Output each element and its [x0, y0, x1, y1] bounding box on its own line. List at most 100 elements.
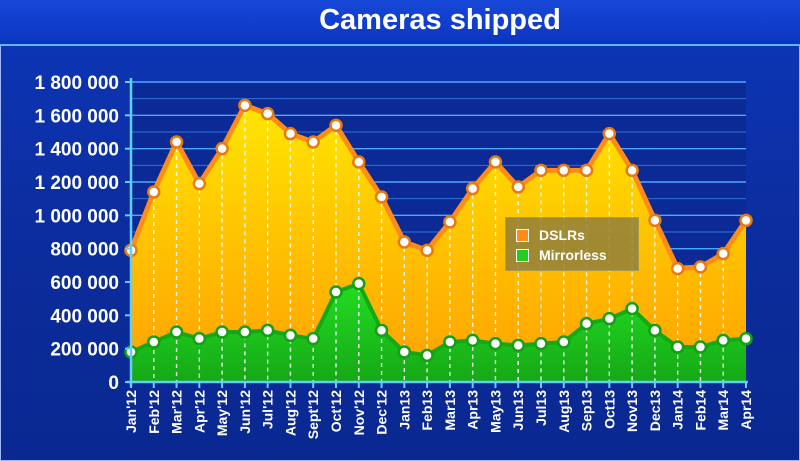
point-mirrorless: [557, 335, 571, 349]
point-mirrorless: [215, 325, 229, 339]
x-tick-label: Jul'12: [260, 390, 276, 429]
y-tick-label: 1 200 000: [34, 173, 119, 194]
point-dslrs: [147, 185, 161, 199]
point-dslrs: [739, 213, 753, 228]
point-mirrorless: [192, 331, 207, 346]
area-dslrs: [131, 105, 746, 382]
x-tick-label: Jan14: [670, 390, 686, 430]
x-tick-label: Feb13: [419, 390, 435, 431]
x-tick-label: Sept'12: [305, 390, 321, 439]
x-tick-label: Nov'12: [351, 390, 367, 436]
x-tick-label: Apr14: [738, 390, 754, 430]
point-dslrs: [397, 235, 412, 249]
x-tick-label: Jun13: [510, 390, 526, 431]
point-dslrs: [352, 155, 366, 169]
point-dslrs: [534, 163, 548, 178]
point-dslrs: [443, 215, 457, 229]
point-mirrorless: [670, 340, 685, 354]
point-mirrorless: [602, 311, 617, 326]
point-dslrs: [716, 246, 730, 261]
point-mirrorless: [625, 301, 639, 316]
point-dslrs: [488, 155, 503, 169]
y-tick-label: 600 000: [50, 273, 119, 294]
point-mirrorless: [352, 276, 366, 291]
point-mirrorless: [739, 331, 753, 346]
point-mirrorless: [648, 323, 662, 338]
x-tick-label: Mar13: [442, 390, 458, 431]
x-tick-label: Feb14: [692, 390, 708, 431]
x-tick-label: Feb'12: [146, 390, 162, 434]
point-mirrorless: [579, 316, 594, 331]
point-dslrs: [557, 163, 571, 178]
point-mirrorless: [465, 333, 480, 348]
point-mirrorless: [374, 323, 389, 338]
series-line-mirrorless: [130, 281, 747, 358]
x-tick-label: Sep13: [579, 390, 595, 431]
point-mirrorless: [238, 325, 252, 339]
point-mirrorless: [283, 328, 298, 343]
chart-title: Cameras shipped: [319, 4, 561, 36]
point-dslrs: [306, 135, 320, 149]
legend-item-mirrorless: Mirrorless: [516, 245, 607, 265]
point-dslrs: [602, 126, 617, 141]
point-mirrorless: [488, 336, 503, 351]
y-tick-label: 1 800 000: [34, 73, 119, 94]
point-dslrs: [374, 190, 389, 204]
point-mirrorless: [420, 348, 434, 363]
point-dslrs: [420, 243, 434, 258]
title-bar: [0, 0, 800, 46]
point-mirrorless: [693, 340, 708, 354]
point-dslrs: [215, 141, 229, 156]
x-tick-label: Oct'12: [328, 390, 344, 432]
point-dslrs: [511, 180, 525, 194]
y-tick-label: 400 000: [50, 306, 119, 327]
x-tick-label: Aug'12: [282, 390, 298, 436]
x-tick-label: May13: [487, 390, 503, 433]
x-tick-label: Oct13: [601, 390, 617, 429]
point-mirrorless: [716, 333, 730, 348]
x-tick-label: Jul13: [533, 390, 549, 426]
x-tick-label: Apr'12: [191, 390, 207, 433]
legend-label-mirrorless: Mirrorless: [539, 247, 607, 263]
x-tick-label: Jan'12: [123, 390, 139, 433]
point-dslrs: [260, 106, 275, 121]
y-tick-label: 800 000: [50, 240, 119, 261]
y-tick-label: 200 000: [50, 340, 119, 361]
point-dslrs: [465, 181, 480, 196]
point-dslrs: [238, 98, 252, 113]
point-dslrs: [169, 135, 184, 149]
legend-label-dslrs: DSLRs: [539, 227, 585, 243]
point-mirrorless: [329, 285, 343, 299]
point-dslrs: [648, 213, 662, 228]
y-tick-label: 1 400 000: [34, 140, 119, 161]
x-tick-label: Mar'12: [169, 390, 185, 434]
point-mirrorless: [306, 331, 320, 346]
point-mirrorless: [260, 323, 275, 338]
x-tick-label: Jan13: [396, 390, 412, 430]
point-dslrs: [693, 260, 708, 274]
point-dslrs: [283, 126, 298, 141]
point-mirrorless: [534, 336, 548, 351]
point-mirrorless: [397, 345, 412, 359]
point-dslrs: [579, 163, 594, 178]
y-tick-label: 1 600 000: [34, 106, 119, 127]
x-tick-label: Nov13: [624, 390, 640, 432]
y-tick-label: 0: [108, 373, 119, 394]
x-tick-label: Aug13: [556, 390, 572, 433]
x-tick-label: May'12: [214, 390, 230, 436]
x-tick-label: Dec13: [647, 390, 663, 431]
x-tick-label: Apr13: [465, 390, 481, 430]
y-tick-label: 1 000 000: [34, 206, 119, 227]
x-tick-label: Jun'12: [237, 390, 253, 434]
point-mirrorless: [169, 325, 184, 339]
legend-item-dslrs: DSLRs: [516, 225, 585, 245]
point-mirrorless: [511, 338, 525, 353]
legend-swatch-dslrs: [516, 228, 529, 242]
point-dslrs: [670, 261, 685, 276]
point-dslrs: [625, 163, 639, 178]
point-dslrs: [329, 118, 343, 133]
x-tick-label: Mar14: [715, 390, 731, 431]
legend-swatch-mirrorless: [516, 248, 529, 262]
point-mirrorless: [443, 335, 457, 349]
